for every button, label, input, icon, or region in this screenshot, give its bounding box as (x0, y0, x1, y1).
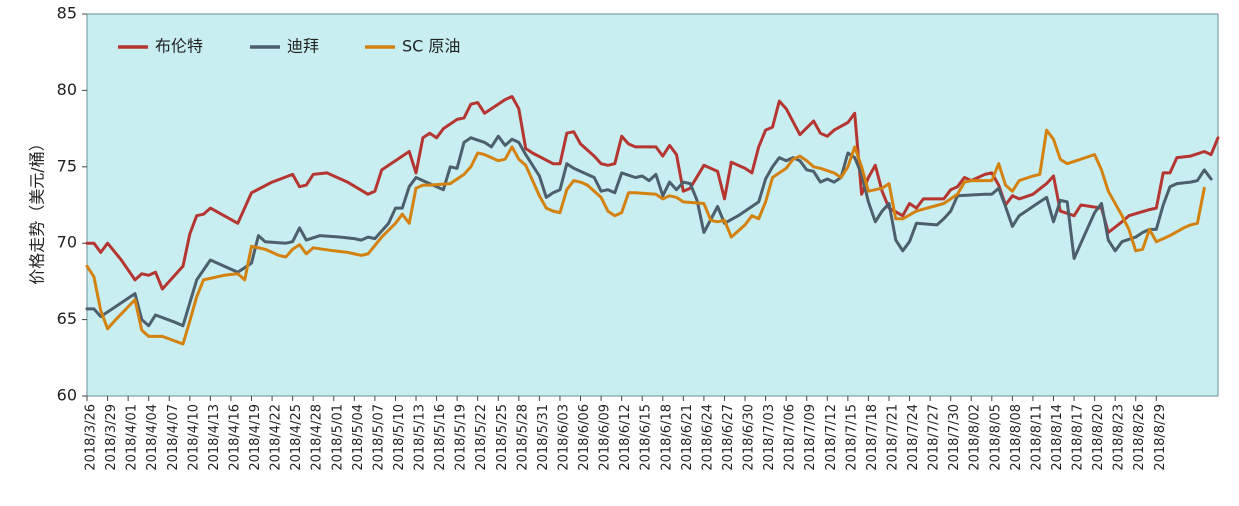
x-tick-label: 2018/5/19 (454, 404, 469, 471)
x-tick-label: 2018/7/18 (865, 404, 880, 471)
x-tick-label: 2018/8/11 (1029, 404, 1044, 471)
x-axis: 2018/3/26 2018/3/29 2018/4/01 2018/4/04 2018… (84, 396, 1168, 471)
x-tick-label: 2018/5/10 (392, 404, 407, 471)
y-tick-label: 75 (57, 156, 77, 175)
x-tick-label: 2018/7/12 (824, 404, 839, 471)
x-tick-label: 2018/7/06 (783, 404, 798, 471)
x-tick-label: 2018/8/14 (1050, 404, 1065, 471)
x-tick-label: 2018/8/23 (1112, 404, 1127, 471)
x-tick-label: 2018/8/05 (988, 404, 1003, 471)
x-tick-label: 2018/8/02 (968, 404, 983, 471)
x-tick-label: 2018/5/01 (330, 404, 345, 471)
x-tick-label: 2018/8/26 (1132, 404, 1147, 471)
x-tick-label: 2018/7/30 (947, 404, 962, 471)
x-tick-label: 2018/7/09 (803, 404, 818, 471)
x-tick-label: 2018/5/16 (433, 404, 448, 471)
series-lines (85, 95, 1220, 346)
series-line-1 (85, 134, 1213, 328)
x-tick-label: 2018/5/25 (495, 404, 510, 471)
x-tick-label: 2018/5/04 (351, 404, 366, 471)
x-tick-label: 2018/8/17 (1071, 404, 1086, 471)
y-tick-label: 80 (57, 80, 77, 99)
x-tick-label: 2018/3/26 (84, 404, 99, 471)
x-tick-label: 2018/6/27 (721, 404, 736, 471)
x-tick-label: 2018/4/28 (310, 404, 325, 471)
y-axis: 60 65 70 75 80 85 (57, 4, 87, 405)
x-tick-label: 2018/4/19 (248, 404, 263, 471)
x-tick-label: 2018/4/25 (289, 404, 304, 471)
x-tick-label: 2018/6/09 (598, 404, 613, 471)
x-tick-label: 2018/3/29 (104, 404, 119, 471)
x-tick-label: 2018/5/13 (413, 404, 428, 471)
x-tick-label: 2018/7/24 (906, 404, 921, 471)
series-line-0 (85, 95, 1220, 291)
legend-label-2: SC 原油 (402, 37, 460, 56)
y-tick-label: 85 (57, 4, 77, 23)
x-tick-label: 2018/8/08 (1009, 404, 1024, 471)
x-tick-label: 2018/6/21 (680, 404, 695, 471)
x-tick-label: 2018/5/31 (536, 404, 551, 471)
x-tick-label: 2018/6/24 (700, 404, 715, 471)
x-tick-label: 2018/7/21 (885, 404, 900, 471)
x-tick-label: 2018/4/04 (145, 404, 160, 471)
x-tick-label: 2018/6/12 (618, 404, 633, 471)
x-tick-label: 2018/4/22 (269, 404, 284, 471)
y-tick-label: 60 (57, 386, 77, 405)
y-tick-label: 70 (57, 233, 77, 252)
legend-label-1: 迪拜 (287, 37, 319, 56)
x-tick-label: 2018/4/10 (186, 404, 201, 471)
x-tick-label: 2018/7/15 (844, 404, 859, 471)
legend: 布伦特 迪拜 SC 原油 (118, 37, 460, 56)
x-tick-label: 2018/6/06 (577, 404, 592, 471)
x-tick-label: 2018/4/07 (166, 404, 181, 471)
x-tick-label: 2018/8/29 (1153, 404, 1168, 471)
x-tick-label: 2018/7/03 (762, 404, 777, 471)
x-tick-label: 2018/4/16 (227, 404, 242, 471)
x-tick-label: 2018/4/13 (207, 404, 222, 471)
x-tick-label: 2018/6/18 (659, 404, 674, 471)
y-axis-label: 价格走势（美元/桶） (28, 135, 47, 284)
x-tick-label: 2018/5/28 (515, 404, 530, 471)
x-tick-label: 2018/5/07 (371, 404, 386, 471)
x-tick-label: 2018/6/03 (556, 404, 571, 471)
x-tick-label: 2018/7/27 (927, 404, 942, 471)
x-tick-label: 2018/4/01 (125, 404, 140, 471)
x-tick-label: 2018/6/30 (742, 404, 757, 471)
x-tick-label: 2018/5/22 (474, 404, 489, 471)
x-tick-label: 2018/8/20 (1091, 404, 1106, 471)
y-tick-label: 65 (57, 309, 77, 328)
x-tick-label: 2018/6/15 (639, 404, 654, 471)
plot-background (86, 13, 1219, 397)
legend-label-0: 布伦特 (155, 37, 203, 56)
series-line-2 (85, 128, 1206, 346)
